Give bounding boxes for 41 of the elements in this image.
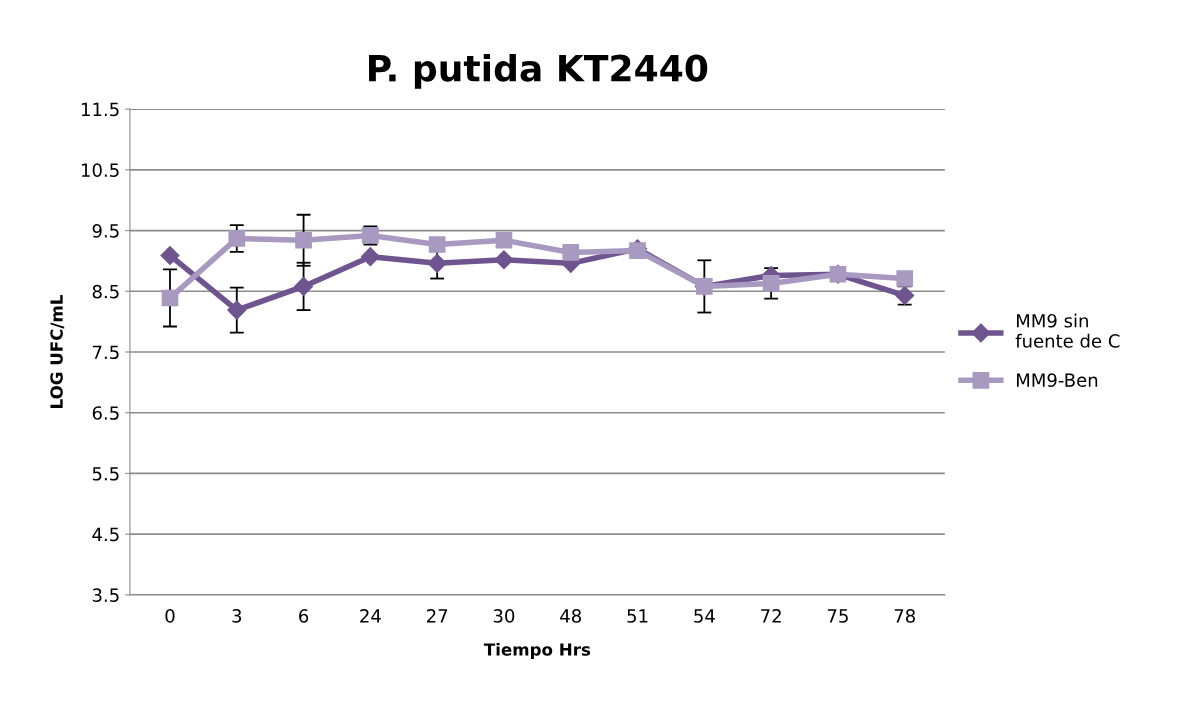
- y-tick-label: 4.5: [92, 527, 119, 542]
- x-tick-label: 6: [299, 609, 309, 623]
- point: [360, 247, 380, 267]
- x-axis-title: Tiempo Hrs: [483, 642, 591, 660]
- x-tick-label: 51: [627, 609, 648, 623]
- y-tick-label: 10.5: [81, 163, 119, 177]
- y-tick-label: 7.5: [92, 345, 119, 360]
- point: [896, 270, 914, 287]
- x-tick-label: 75: [827, 609, 848, 623]
- point: [160, 245, 180, 265]
- point: [629, 242, 646, 259]
- point: [294, 276, 314, 296]
- chart-title: P. putida KT2440: [369, 53, 708, 89]
- x-tick-label: 0: [165, 609, 175, 623]
- y-tick-label: 5.5: [92, 467, 119, 481]
- legend-label: MM9-Ben: [1016, 373, 1098, 387]
- point: [762, 275, 780, 292]
- y-tick-label: 8.5: [92, 284, 119, 299]
- point: [562, 244, 580, 261]
- point: [427, 253, 447, 273]
- point: [495, 231, 513, 249]
- point: [161, 289, 179, 307]
- y-tick-label: 6.5: [92, 406, 119, 420]
- x-tick-label: 3: [232, 609, 242, 623]
- point: [494, 250, 514, 270]
- y-tick-label: 3.5: [92, 588, 119, 602]
- x-tick-label: 27: [427, 609, 448, 623]
- x-tick-label: 78: [894, 609, 915, 623]
- point: [295, 231, 312, 249]
- x-tick-label: 54: [694, 609, 715, 623]
- x-tick-label: 48: [560, 609, 581, 623]
- point: [227, 300, 247, 320]
- x-tick-label: 72: [761, 609, 781, 623]
- x-tick-label: 30: [493, 609, 515, 623]
- y-tick-label: 9.5: [92, 224, 119, 238]
- x-tick-label: 24: [360, 609, 381, 623]
- y-axis-title: LOG UFC/mL: [50, 295, 65, 408]
- point: [228, 230, 246, 247]
- legend-label: MM9 sin fuente de C: [1015, 313, 1120, 348]
- y-tick-label: 11.5: [81, 102, 119, 117]
- point: [428, 236, 446, 253]
